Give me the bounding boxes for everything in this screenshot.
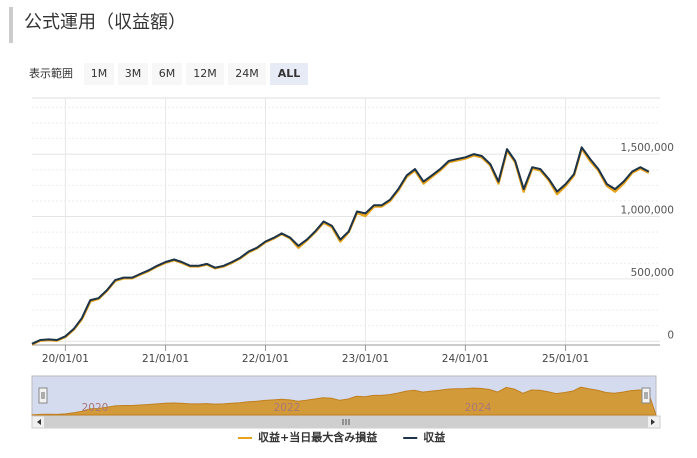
range-button-label[interactable]: 1M bbox=[91, 67, 108, 80]
y-tick-label: 1,000,000 bbox=[621, 205, 674, 217]
handle-grip bbox=[644, 392, 648, 399]
plot-area bbox=[32, 98, 660, 345]
legend-label[interactable]: 収益+当日最大含み損益 bbox=[258, 430, 377, 444]
y-tick-label: 1,500,000 bbox=[621, 142, 674, 154]
range-button-label[interactable]: ALL bbox=[278, 67, 301, 80]
navigator-handle[interactable] bbox=[641, 387, 651, 404]
navigator-area bbox=[31, 386, 657, 416]
range-buttons: 1M 3M 6M 12M 24M ALL bbox=[84, 63, 308, 85]
range-button[interactable] bbox=[270, 63, 308, 85]
navigator: 2020 2022 2024 bbox=[31, 375, 657, 416]
scroll-grip bbox=[342, 419, 350, 425]
x-tick-label: 24/01/01 bbox=[442, 353, 489, 365]
range-button[interactable] bbox=[228, 63, 266, 85]
y-tick-label: 500,000 bbox=[631, 267, 674, 279]
plot bbox=[31, 146, 650, 346]
navigator-label: 2022 bbox=[274, 402, 301, 414]
x-tick-label: 22/01/01 bbox=[242, 353, 289, 365]
y-tick-label: 0 bbox=[667, 329, 674, 341]
range-button-label[interactable]: 24M bbox=[235, 67, 259, 80]
legend: 収益+当日最大含み損益 収益 bbox=[238, 430, 445, 444]
range-button[interactable] bbox=[152, 63, 182, 85]
legend-label[interactable]: 収益 bbox=[423, 430, 445, 444]
range-button[interactable] bbox=[186, 63, 224, 85]
handle-grip bbox=[41, 392, 45, 399]
range-button[interactable] bbox=[84, 63, 114, 85]
navigator-label: 2020 bbox=[82, 402, 109, 414]
grid: 0 500,000 1,000,000 1,500,000 20/01/01 21/01/… bbox=[32, 97, 674, 365]
page-title: 公式運用（収益額） bbox=[24, 12, 186, 33]
x-tick-label: 25/01/01 bbox=[542, 353, 589, 365]
range-label: 表示範囲 bbox=[29, 66, 73, 80]
range-button-label[interactable]: 3M bbox=[125, 67, 142, 80]
title-bar bbox=[9, 7, 13, 43]
x-tick-label: 23/01/01 bbox=[342, 353, 389, 365]
series-line bbox=[31, 146, 650, 345]
x-tick-label: 20/01/01 bbox=[42, 353, 89, 365]
range-button-label[interactable]: 12M bbox=[193, 67, 217, 80]
range-button-label[interactable]: 6M bbox=[159, 67, 176, 80]
range-button[interactable] bbox=[118, 63, 148, 85]
navigator-label: 2024 bbox=[465, 402, 492, 414]
x-tick-label: 21/01/01 bbox=[142, 353, 189, 365]
scrollbar[interactable] bbox=[31, 415, 661, 429]
navigator-handle[interactable] bbox=[38, 387, 48, 404]
